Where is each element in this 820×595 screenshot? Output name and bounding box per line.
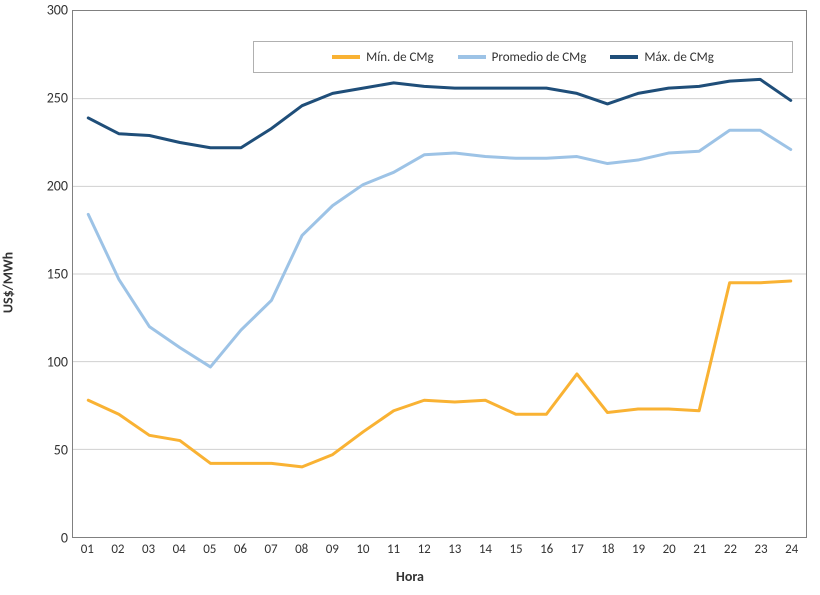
x-tick-label: 13 xyxy=(448,542,461,557)
y-tick-label: 100 xyxy=(8,354,68,371)
x-tick-label: 02 xyxy=(111,542,124,557)
x-tick-label: 15 xyxy=(509,542,522,557)
x-tick-label: 04 xyxy=(173,542,186,557)
x-axis-title: Hora xyxy=(396,568,424,585)
series-line-avg xyxy=(88,130,790,367)
x-tick-label: 10 xyxy=(356,542,369,557)
legend-label: Promedio de CMg xyxy=(492,50,587,65)
legend-item-avg: Promedio de CMg xyxy=(458,50,587,65)
x-tick-label: 03 xyxy=(142,542,155,557)
legend-swatch xyxy=(332,55,360,59)
x-tick-label: 20 xyxy=(663,542,676,557)
x-tick-label: 01 xyxy=(81,542,94,557)
x-tick-label: 11 xyxy=(387,542,400,557)
legend-item-min: Mín. de CMg xyxy=(332,50,434,65)
cmg-hourly-chart: Mín. de CMgPromedio de CMgMáx. de CMg 05… xyxy=(0,0,820,595)
legend-swatch xyxy=(610,55,638,59)
legend: Mín. de CMg Promedio de CMg Máx. de CMg xyxy=(253,41,793,73)
x-tick-label: 21 xyxy=(693,542,706,557)
series-line-max xyxy=(88,79,790,147)
x-tick-label: 07 xyxy=(264,542,277,557)
y-tick-label: 150 xyxy=(8,266,68,283)
series-line-min xyxy=(88,281,790,467)
x-tick-label: 09 xyxy=(326,542,339,557)
x-tick-label: 12 xyxy=(418,542,431,557)
x-tick-label: 18 xyxy=(601,542,614,557)
x-tick-label: 14 xyxy=(479,542,492,557)
x-tick-label: 24 xyxy=(785,542,798,557)
y-tick-label: 250 xyxy=(8,90,68,107)
y-axis-title: US$/MWh xyxy=(0,252,17,313)
chart-svg xyxy=(73,11,806,537)
legend-swatch xyxy=(458,55,486,59)
legend-label: Máx. de CMg xyxy=(644,50,713,65)
plot-area: Mín. de CMg Promedio de CMg Máx. de CMg xyxy=(72,10,807,538)
x-tick-label: 17 xyxy=(571,542,584,557)
x-tick-label: 23 xyxy=(754,542,767,557)
y-tick-label: 0 xyxy=(8,530,68,547)
x-tick-label: 19 xyxy=(632,542,645,557)
y-tick-label: 200 xyxy=(8,178,68,195)
legend-item-max: Máx. de CMg xyxy=(610,50,713,65)
x-tick-label: 06 xyxy=(234,542,247,557)
x-tick-label: 05 xyxy=(203,542,216,557)
x-tick-label: 16 xyxy=(540,542,553,557)
y-tick-label: 300 xyxy=(8,2,68,19)
x-tick-label: 08 xyxy=(295,542,308,557)
legend-label: Mín. de CMg xyxy=(366,50,434,65)
y-tick-label: 50 xyxy=(8,442,68,459)
x-tick-label: 22 xyxy=(724,542,737,557)
